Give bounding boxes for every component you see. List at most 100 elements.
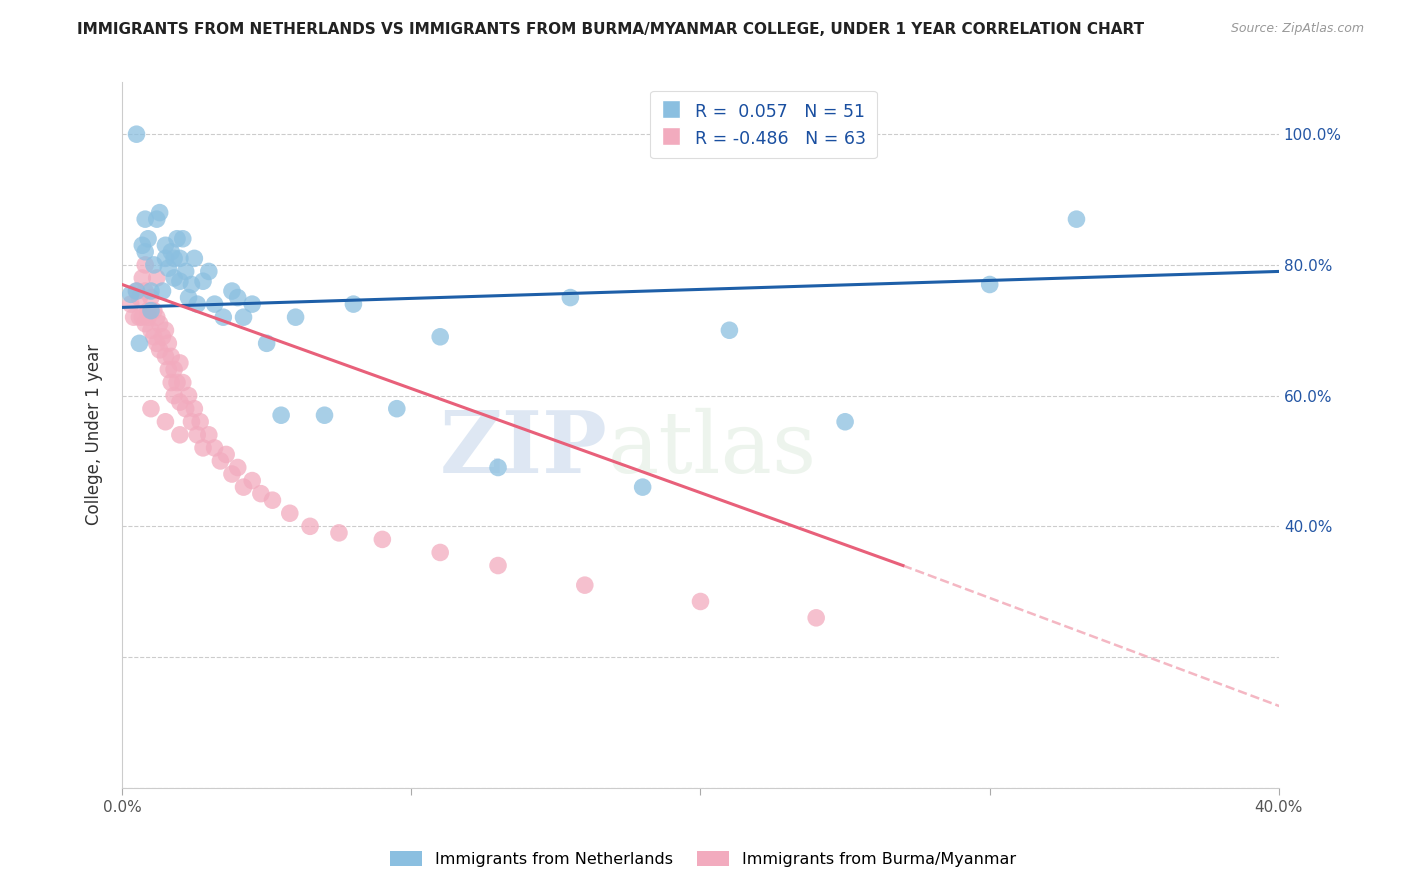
Point bbox=[204, 297, 226, 311]
Point bbox=[232, 480, 254, 494]
Point bbox=[131, 271, 153, 285]
Point bbox=[139, 303, 162, 318]
Point bbox=[191, 274, 214, 288]
Point bbox=[979, 277, 1001, 292]
Point bbox=[689, 594, 711, 608]
Point bbox=[163, 271, 186, 285]
Point bbox=[166, 376, 188, 390]
Point bbox=[125, 284, 148, 298]
Point bbox=[166, 232, 188, 246]
Point bbox=[128, 291, 150, 305]
Point bbox=[429, 330, 451, 344]
Point bbox=[149, 317, 172, 331]
Point bbox=[136, 303, 159, 318]
Point bbox=[226, 460, 249, 475]
Point bbox=[191, 441, 214, 455]
Point bbox=[188, 415, 211, 429]
Point bbox=[145, 212, 167, 227]
Point bbox=[134, 244, 156, 259]
Point bbox=[186, 297, 208, 311]
Point bbox=[157, 261, 180, 276]
Point bbox=[180, 277, 202, 292]
Point bbox=[120, 297, 142, 311]
Point bbox=[134, 317, 156, 331]
Point bbox=[574, 578, 596, 592]
Point bbox=[174, 401, 197, 416]
Point bbox=[172, 376, 194, 390]
Point bbox=[232, 310, 254, 325]
Point bbox=[328, 525, 350, 540]
Point bbox=[385, 401, 408, 416]
Point bbox=[155, 323, 177, 337]
Point bbox=[180, 415, 202, 429]
Text: ZIP: ZIP bbox=[440, 407, 607, 491]
Point bbox=[125, 284, 148, 298]
Point bbox=[152, 284, 174, 298]
Point bbox=[560, 291, 582, 305]
Point bbox=[155, 252, 177, 266]
Point bbox=[169, 274, 191, 288]
Point bbox=[198, 264, 221, 278]
Point bbox=[174, 264, 197, 278]
Point bbox=[160, 350, 183, 364]
Point bbox=[128, 336, 150, 351]
Point bbox=[134, 284, 156, 298]
Point bbox=[284, 310, 307, 325]
Point bbox=[718, 323, 741, 337]
Point bbox=[163, 362, 186, 376]
Point bbox=[278, 506, 301, 520]
Point bbox=[139, 323, 162, 337]
Point bbox=[486, 460, 509, 475]
Point bbox=[172, 232, 194, 246]
Point bbox=[804, 611, 827, 625]
Point bbox=[215, 447, 238, 461]
Point bbox=[131, 310, 153, 325]
Point bbox=[342, 297, 364, 311]
Point bbox=[131, 238, 153, 252]
Legend: R =  0.057   N = 51, R = -0.486   N = 63: R = 0.057 N = 51, R = -0.486 N = 63 bbox=[651, 91, 877, 159]
Point bbox=[139, 291, 162, 305]
Point bbox=[120, 287, 142, 301]
Point bbox=[145, 336, 167, 351]
Point bbox=[834, 415, 856, 429]
Point bbox=[128, 310, 150, 325]
Point bbox=[186, 427, 208, 442]
Point bbox=[139, 401, 162, 416]
Point bbox=[314, 408, 336, 422]
Point bbox=[183, 252, 205, 266]
Point bbox=[226, 291, 249, 305]
Point bbox=[1066, 212, 1088, 227]
Text: IMMIGRANTS FROM NETHERLANDS VS IMMIGRANTS FROM BURMA/MYANMAR COLLEGE, UNDER 1 YE: IMMIGRANTS FROM NETHERLANDS VS IMMIGRANT… bbox=[77, 22, 1144, 37]
Point bbox=[163, 389, 186, 403]
Point bbox=[136, 310, 159, 325]
Point bbox=[212, 310, 235, 325]
Point bbox=[136, 232, 159, 246]
Point bbox=[169, 356, 191, 370]
Text: Source: ZipAtlas.com: Source: ZipAtlas.com bbox=[1230, 22, 1364, 36]
Point bbox=[240, 474, 263, 488]
Point bbox=[177, 291, 200, 305]
Point bbox=[142, 330, 165, 344]
Point bbox=[134, 258, 156, 272]
Point bbox=[142, 258, 165, 272]
Point bbox=[149, 205, 172, 219]
Point bbox=[250, 486, 273, 500]
Point bbox=[429, 545, 451, 559]
Point bbox=[155, 238, 177, 252]
Point bbox=[169, 427, 191, 442]
Point bbox=[221, 467, 243, 481]
Point bbox=[157, 362, 180, 376]
Point bbox=[157, 336, 180, 351]
Point bbox=[486, 558, 509, 573]
Point bbox=[155, 350, 177, 364]
Point bbox=[152, 330, 174, 344]
Point bbox=[204, 441, 226, 455]
Point bbox=[631, 480, 654, 494]
Point bbox=[209, 454, 232, 468]
Point bbox=[262, 493, 284, 508]
Point bbox=[145, 271, 167, 285]
Point bbox=[149, 343, 172, 357]
Point bbox=[299, 519, 322, 533]
Point bbox=[371, 533, 394, 547]
Point bbox=[122, 310, 145, 325]
